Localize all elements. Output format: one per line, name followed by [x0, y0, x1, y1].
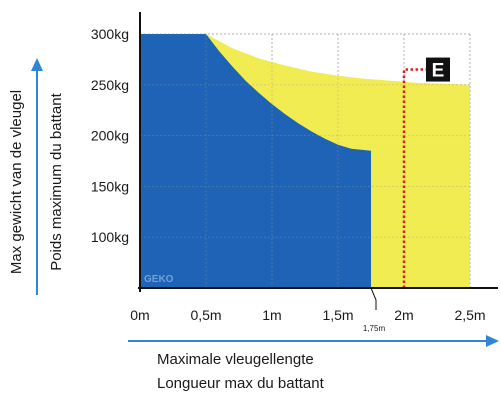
- tick-labels: 0m 0,5m 1m 1,5m 2m 2,5m 100kg 150kg 200kg 250kg 30…: [91, 26, 486, 333]
- x-tick-label: 0,5m: [190, 307, 221, 323]
- series-area-0: [140, 34, 371, 288]
- annotation-label: 1,75m: [363, 324, 386, 333]
- x-axis-label-line-1: Maximale vleugellengte: [157, 351, 314, 368]
- x-tick-label: 1m: [262, 307, 281, 323]
- annotation-leader: [370, 287, 377, 310]
- y-label-arrowhead: [31, 58, 43, 71]
- x-tick-label: 2m: [394, 307, 413, 323]
- y-tick-label: 200kg: [91, 128, 129, 144]
- y-tick-label: 250kg: [91, 77, 129, 93]
- marker-box: [426, 57, 450, 82]
- plot-area: GEKO E: [138, 12, 498, 292]
- y-tick-label: 100kg: [91, 229, 129, 245]
- y-tick-label: 150kg: [91, 178, 129, 194]
- x-tick-label: 1,5m: [322, 307, 353, 323]
- y-tick-label: 300kg: [91, 26, 129, 42]
- x-axis-label-line-2: Longueur max du battant: [157, 375, 325, 392]
- x-label-arrowhead: [486, 335, 499, 347]
- marker-label: E: [432, 61, 445, 82]
- x-tick-label: 0m: [130, 307, 149, 323]
- x-tick-label: 2,5m: [454, 307, 485, 323]
- axis-labels: Maximale vleugellengte Longueur max du ba…: [8, 58, 499, 392]
- y-axis-label-line-2: Poids maximum du battant: [48, 92, 65, 270]
- watermark-text: GEKO: [144, 274, 174, 285]
- y-axis-label-line-1: Max gewicht van de vleugel: [8, 90, 25, 274]
